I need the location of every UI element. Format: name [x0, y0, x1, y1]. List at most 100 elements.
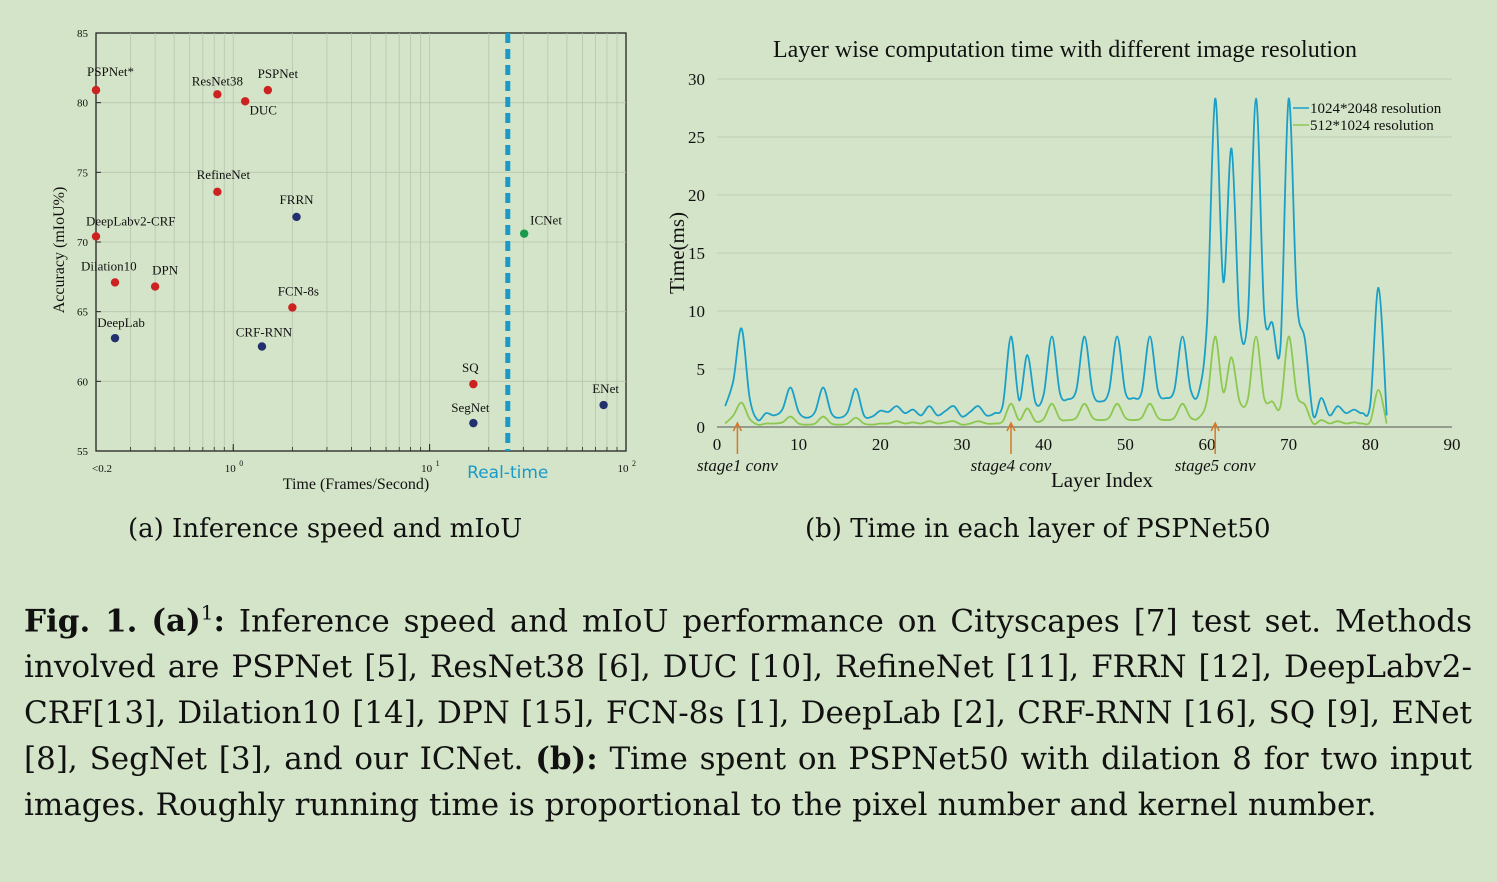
caption-text-b: Time spent on PSPNet50 with dilation 8 f… [24, 741, 1472, 824]
scatter-points: PSPNet* ResNet38 PSPNet DUC RefineNet FRRN Dee… [81, 64, 619, 428]
y-tick-label: 0 [697, 418, 706, 437]
point-label: Dilation10 [81, 258, 137, 273]
x-tick-label: 90 [1444, 435, 1461, 454]
point-label: DPN [152, 263, 179, 278]
series-line [724, 97, 1388, 422]
y-tick-label: 5 [697, 360, 706, 379]
point-label: PSPNet [258, 66, 299, 81]
line-xlabel: Layer Index [1051, 468, 1154, 492]
data-point [91, 232, 101, 241]
data-point [263, 85, 273, 95]
data-point [257, 342, 267, 351]
data-point [288, 303, 297, 312]
x-tick-label: 0 [713, 435, 722, 454]
data-point [110, 333, 120, 343]
x-tick-label: 80 [1362, 435, 1379, 454]
line-chart: Layer wise computation time with differe… [665, 37, 1461, 492]
data-point [91, 85, 101, 95]
data-point [240, 97, 250, 106]
realtime-label: Real-time [467, 463, 548, 483]
stage-arrow-head [1006, 421, 1016, 432]
y-tick-label: 10 [688, 302, 705, 321]
caption-part-a-text: (a) [151, 603, 201, 640]
x-tick-label: <0.2 [92, 463, 112, 475]
point-label: ResNet38 [192, 73, 243, 88]
x-tick-label: 40 [1035, 435, 1052, 454]
x-tick-label: 10 [790, 435, 807, 454]
data-point [213, 90, 222, 99]
point-label: DeepLabv2-CRF [86, 213, 176, 228]
point-label: DUC [249, 102, 276, 117]
subcaption-a: (a) Inference speed and mIoU [128, 514, 523, 544]
y-tick-label: 15 [688, 244, 705, 263]
caption-text-a: Inference speed and mIoU performance on … [24, 603, 1472, 778]
point-label: ENet [592, 381, 619, 396]
caption-part-b: (b): [535, 741, 598, 778]
line-grid [717, 78, 1452, 428]
x-tick-label: 70 [1280, 435, 1297, 454]
data-point [213, 187, 222, 197]
figure-caption: Fig. 1. (a)1: Inference speed and mIoU p… [24, 590, 1472, 828]
x-tick-exponent: 1 [436, 459, 440, 468]
caption-part-a-colon: : [213, 603, 225, 640]
y-tick-label: 55 [77, 446, 89, 458]
subcaption-b: (b) Time in each layer of PSPNet50 [805, 514, 1271, 544]
scatter-grid [96, 33, 626, 451]
x-tick-label: 10 [225, 463, 237, 475]
point-label: PSPNet* [87, 64, 134, 79]
line-chart-title: Layer wise computation time with differe… [773, 37, 1357, 63]
point-label: FRRN [280, 192, 315, 207]
caption-footnote-mark: 1 [200, 601, 214, 625]
caption-label: Fig. 1. [24, 603, 138, 640]
scatter-ylabel: Accuracy (mIoU%) [51, 187, 68, 314]
x-tick-label: 50 [1117, 435, 1134, 454]
point-label: RefineNet [197, 167, 251, 182]
stage-label: stage4 conv [971, 456, 1052, 475]
x-tick-exponent: 0 [239, 459, 243, 468]
scatter-xlabel: Time (Frames/Second) [283, 476, 430, 493]
y-tick-label: 30 [688, 70, 705, 89]
y-tick-label: 65 [77, 307, 89, 319]
stage-label: stage5 conv [1175, 456, 1256, 475]
data-point [519, 229, 529, 238]
point-label: DeepLab [97, 315, 145, 330]
x-tick-label: 10 [618, 463, 630, 475]
x-tick-label: 10 [421, 463, 433, 475]
y-tick-label: 25 [688, 128, 705, 147]
series-line [724, 335, 1388, 426]
stage-label: stage1 conv [697, 456, 778, 475]
data-point [292, 212, 301, 222]
data-point [599, 400, 608, 410]
data-point [469, 418, 478, 428]
line-series [724, 97, 1388, 426]
y-tick-label: 80 [77, 98, 89, 110]
point-label: CRF-RNN [236, 325, 293, 340]
y-tick-label: 60 [77, 376, 89, 388]
line-ylabel: Time(ms) [665, 212, 689, 294]
caption-part-a: (a)1: [151, 601, 225, 640]
y-tick-label: 75 [77, 167, 89, 179]
point-label: FCN-8s [278, 283, 319, 298]
stage-arrow-head [732, 421, 743, 432]
legend-label: 512*1024 resolution [1310, 118, 1434, 134]
data-point [150, 282, 160, 291]
data-point [469, 379, 478, 389]
legend-label: 1024*2048 resolution [1310, 101, 1442, 117]
point-label: SegNet [451, 400, 490, 415]
x-tick-exponent: 2 [632, 459, 636, 468]
y-tick-label: 85 [77, 28, 89, 40]
line-ticks: 0 5 10 15 20 25 30 0 10 20 30 40 50 60 70 80 90 [688, 70, 1461, 454]
x-tick-label: 30 [954, 435, 971, 454]
stage-markers: stage1 conv stage4 conv stage5 conv [697, 421, 1256, 475]
x-tick-label: 60 [1199, 435, 1216, 454]
stage-arrow-head [1210, 421, 1220, 432]
y-tick-label: 20 [688, 186, 705, 205]
x-tick-label: 20 [872, 435, 889, 454]
point-label: SQ [462, 360, 479, 375]
data-point [110, 278, 120, 287]
y-tick-label: 70 [77, 237, 89, 249]
